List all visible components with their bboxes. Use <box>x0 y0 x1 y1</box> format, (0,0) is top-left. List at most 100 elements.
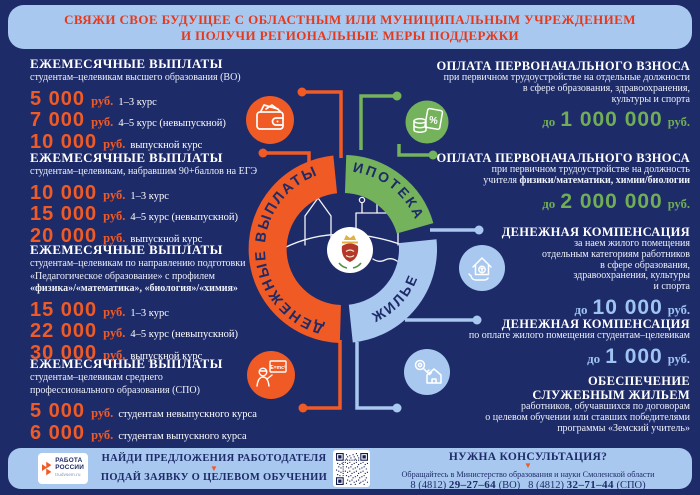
amount: 6 000 <box>30 421 86 444</box>
section-payments-ege: ЕЖЕМЕСЯЧНЫЕ ВЫПЛАТЫ студентам–целевикам,… <box>30 151 258 247</box>
section-title: ОПЛАТА ПЕРВОНАЧАЛЬНОГО ВЗНОСА <box>436 151 690 165</box>
amount: 10 000 <box>30 130 98 153</box>
down-arrow-icon: ▼ <box>524 461 532 470</box>
connector-dots <box>258 87 484 413</box>
footer-bar: РАБОТА РОССИИ trudvsem.ru НАЙДИ ПРЕДЛОЖЕ… <box>8 448 692 491</box>
amount-line: до 10 000 руб. <box>390 295 690 319</box>
amount: 5 000 <box>30 87 86 110</box>
amount-line: до 1 000 000 руб. <box>390 109 690 131</box>
section-payments-vo: ЕЖЕМЕСЯЧНЫЕ ВЫПЛАТЫ студентам–целевикам … <box>30 56 241 153</box>
consultation-title: НУЖНА КОНСУЛЬТАЦИЯ? <box>448 451 608 463</box>
row-desc: выпускной курс <box>130 139 203 151</box>
row-desc: студентам невыпускного курса <box>118 409 257 420</box>
section-housing-compensation: ДЕНЕЖНАЯ КОМПЕНСАЦИЯ по оплате жилого по… <box>390 317 690 368</box>
currency: руб. <box>91 406 114 420</box>
row-desc: 4–5 курс (невыпускной) <box>130 329 238 340</box>
mortgage-arc <box>344 155 434 235</box>
ring-arcs <box>248 155 437 343</box>
payment-row: 15 000 руб. 4–5 курс (невыпускной) <box>30 203 257 225</box>
phone-number-spo: 32–71–44 <box>566 479 614 491</box>
currency: руб. <box>103 187 126 202</box>
down-arrow-icon: ▼ <box>210 463 218 473</box>
section-subtitle-line: «Педагогическое образование» с профилем <box>30 270 215 282</box>
amount-prefix: до <box>542 114 556 130</box>
currency: руб. <box>667 351 690 366</box>
cta-find-offers: НАЙДИ ПРЕДЛОЖЕНИЯ РАБОТОДАТЕЛЯ <box>101 453 327 464</box>
section-subtitle: студентам–целевикам, набравшим 90+баллов… <box>30 166 258 177</box>
rabota-rossii-logo: РАБОТА РОССИИ trudvsem.ru <box>38 453 88 484</box>
amount-line: до 2 000 000 руб. <box>390 190 690 213</box>
section-subtitle-line: в сфере образования, <box>600 259 690 271</box>
qr-pattern <box>335 452 368 485</box>
amount-line: до 1 000 руб. <box>390 344 690 368</box>
header-banner: СВЯЖИ СВОЕ БУДУЩЕЕ С ОБЛАСТНЫМ ИЛИ МУНИЦ… <box>8 5 692 49</box>
section-subtitle-line: студентам–целевикам по направлению подго… <box>30 258 246 269</box>
payment-row: 10 000 руб. 1–3 курс <box>30 182 257 204</box>
consultation-subtitle: Обращайтесь в Министерство образования и… <box>401 470 655 479</box>
section-subtitle-line: о целевом обучении или ставших победител… <box>485 411 690 423</box>
section-subtitle: по оплате жилого помещения студентам–цел… <box>468 330 690 341</box>
row-desc: выпускной курс <box>130 233 203 245</box>
currency: руб. <box>103 326 126 340</box>
connector-lines <box>267 90 475 410</box>
amount: 15 000 <box>30 298 98 321</box>
section-subtitle-line: учителя физики/математики, химии/биологи… <box>390 175 690 187</box>
section-title: ЕЖЕМЕСЯЧНЫЕ ВЫПЛАТЫ <box>30 356 223 371</box>
section-subtitle-line: в сфере образования, здравоохранения, <box>522 82 690 94</box>
payment-row: 5 000 руб. студентам невыпускного курса <box>30 400 257 422</box>
currency: руб. <box>103 347 126 362</box>
wallet-icon <box>246 96 294 144</box>
section-mortgage-teachers: ОПЛАТА ПЕРВОНАЧАЛЬНОГО ВЗНОСА при первич… <box>390 151 690 213</box>
section-rent-compensation: ДЕНЕЖНАЯ КОМПЕНСАЦИЯ за наем жилого поме… <box>390 225 690 319</box>
phone-label-spo: (СПО) <box>616 480 646 491</box>
percent-symbol: % <box>428 115 439 127</box>
section-subtitle: студентам–целевикам высшего образования … <box>30 72 241 83</box>
section-title-line: ОБЕСПЕЧЕНИЕ <box>587 374 690 388</box>
currency: руб. <box>103 209 126 223</box>
payment-row: 20 000 руб. выпускной курс <box>30 225 257 247</box>
amount-prefix: до <box>574 301 588 317</box>
payment-row: 5 000 руб. 1–3 курс <box>30 88 241 110</box>
header-line-1: СВЯЖИ СВОЕ БУДУЩЕЕ С ОБЛАСТНЫМ ИЛИ МУНИЦ… <box>64 12 636 27</box>
currency: руб. <box>91 93 114 108</box>
currency: руб. <box>667 302 690 317</box>
header-line-2: И ПОЛУЧИ РЕГИОНАЛЬНЫЕ МЕРЫ ПОДДЕРЖКИ <box>180 27 520 43</box>
currency: руб. <box>103 136 126 151</box>
payment-row: 22 000 руб. 4–5 курс (невыпускной) <box>30 320 245 342</box>
teacher-icon: E=mc² <box>247 351 295 399</box>
section-subtitle-line: «физика»/«математика», «биология»/«химия… <box>30 283 238 294</box>
house-hand-icon <box>459 245 505 291</box>
section-title: ЕЖЕМЕСЯЧНЫЕ ВЫПЛАТЫ <box>30 56 223 71</box>
amount: 1 000 000 <box>560 108 663 132</box>
qr-code <box>333 450 370 487</box>
section-subtitle-line: за наем жилого помещения <box>574 238 690 249</box>
phone-number-vo: 29–27–64 <box>448 479 497 491</box>
amount: 5 000 <box>30 400 86 422</box>
amount: 15 000 <box>30 203 98 225</box>
section-subtitle-line: программы «Земский учитель» <box>557 422 690 434</box>
amount: 10 000 <box>592 295 663 319</box>
amount: 30 000 <box>30 341 98 364</box>
row-desc: 4–5 курс (невыпускной) <box>130 212 238 223</box>
row-desc: 1–3 курс <box>130 190 169 202</box>
section-service-housing: ОБЕСПЕЧЕНИЕ СЛУЖЕБНЫМ ЖИЛЬЕМ работников,… <box>390 374 690 434</box>
amount: 1 000 <box>605 344 663 368</box>
payment-row: 30 000 руб. выпускной курс <box>30 342 245 364</box>
section-payments-pedagogy: ЕЖЕМЕСЯЧНЫЕ ВЫПЛАТЫ студентам–целевикам … <box>30 243 246 364</box>
section-title: ОПЛАТА ПЕРВОНАЧАЛЬНОГО ВЗНОСА <box>436 59 690 73</box>
section-subtitle-line: здравоохранения, культуры <box>573 270 690 282</box>
phone-code: 8 (4812) <box>410 480 447 491</box>
row-desc: выпускной курс <box>130 350 203 362</box>
currency: руб. <box>103 230 126 245</box>
payments-arc <box>248 155 342 343</box>
currency: руб. <box>667 196 690 211</box>
row-desc: 1–3 курс <box>130 307 169 319</box>
currency: руб. <box>103 304 126 319</box>
payment-row: 7 000 руб. 4–5 курс (невыпускной) <box>30 109 241 131</box>
cta-submit-application: ПОДАЙ ЗАЯВКУ О ЦЕЛЕВОМ ОБУЧЕНИИ <box>100 471 328 483</box>
section-subtitle-line: и спорта <box>653 281 690 293</box>
currency: руб. <box>91 427 114 442</box>
cta-block: НАЙДИ ПРЕДЛОЖЕНИЯ РАБОТОДАТЕЛЯ ▼ ПОДАЙ З… <box>90 453 338 484</box>
section-title: ДЕНЕЖНАЯ КОМПЕНСАЦИЯ <box>501 317 690 331</box>
amount-prefix: до <box>542 195 556 211</box>
